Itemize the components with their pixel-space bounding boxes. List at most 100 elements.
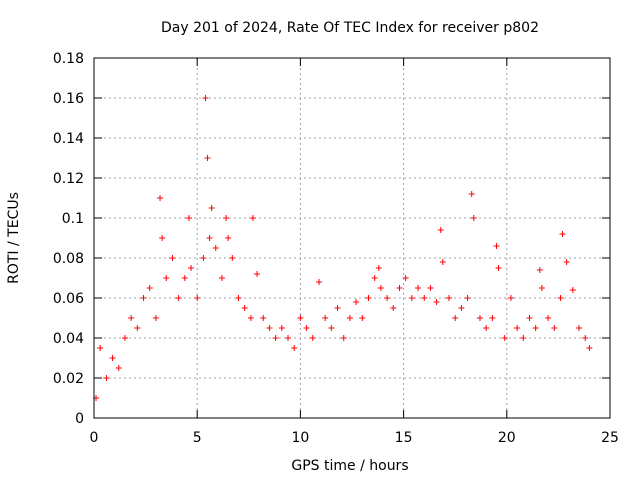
data-point xyxy=(446,295,453,301)
data-point xyxy=(458,305,465,311)
data-point xyxy=(396,285,403,291)
data-point xyxy=(249,215,256,221)
y-tick-label: 0.1 xyxy=(62,211,84,227)
data-point xyxy=(390,305,397,311)
data-point xyxy=(128,315,135,321)
data-point xyxy=(134,325,141,331)
data-point xyxy=(303,325,310,331)
data-point xyxy=(272,335,279,341)
data-point xyxy=(483,325,490,331)
data-point xyxy=(285,335,292,341)
data-point xyxy=(212,245,219,251)
data-point xyxy=(235,295,242,301)
data-point xyxy=(551,325,558,331)
data-point xyxy=(576,325,583,331)
x-axis-label: GPS time / hours xyxy=(291,458,408,474)
data-point xyxy=(563,259,570,265)
data-point xyxy=(437,227,444,233)
data-point xyxy=(278,325,285,331)
data-point xyxy=(109,355,116,361)
data-point xyxy=(260,315,267,321)
data-point xyxy=(202,95,209,101)
data-point xyxy=(514,325,521,331)
data-point xyxy=(328,325,335,331)
data-point xyxy=(586,345,593,351)
data-point xyxy=(415,285,422,291)
y-tick-label: 0.02 xyxy=(53,371,84,387)
x-tick-label: 5 xyxy=(193,430,202,446)
data-point xyxy=(353,299,360,305)
data-point xyxy=(433,299,440,305)
x-tick-label: 0 xyxy=(90,430,99,446)
data-point xyxy=(181,275,188,281)
data-point xyxy=(229,255,236,261)
data-point xyxy=(315,279,322,285)
data-point xyxy=(538,285,545,291)
data-point xyxy=(470,215,477,221)
data-point xyxy=(163,275,170,281)
data-point xyxy=(115,365,122,371)
x-tick-label: 15 xyxy=(395,430,413,446)
data-point xyxy=(495,265,502,271)
data-point xyxy=(194,295,201,301)
grid-lines xyxy=(94,58,610,418)
plot-frame xyxy=(93,57,611,419)
data-point xyxy=(206,235,213,241)
data-point xyxy=(452,315,459,321)
x-tick-label: 20 xyxy=(498,430,516,446)
data-point xyxy=(334,305,341,311)
data-point xyxy=(359,315,366,321)
data-point xyxy=(297,315,304,321)
axis-ticks: 0 0.02 0.04 0.06 0.08 0.1 0.12 0.14 0.16 0.18 0 5 10… xyxy=(53,51,619,446)
data-point xyxy=(254,271,261,277)
data-point xyxy=(309,335,316,341)
y-tick-label: 0.06 xyxy=(53,291,84,307)
data-point xyxy=(377,285,384,291)
data-point xyxy=(247,315,254,321)
data-point xyxy=(476,315,483,321)
y-tick-label: 0.16 xyxy=(53,91,84,107)
data-point xyxy=(468,191,475,197)
data-point xyxy=(507,295,514,301)
data-point xyxy=(520,335,527,341)
data-point xyxy=(384,295,391,301)
data-point xyxy=(121,335,128,341)
data-point xyxy=(225,235,232,241)
x-tick-label: 25 xyxy=(601,430,619,446)
data-point xyxy=(159,235,166,241)
data-point xyxy=(371,275,378,281)
data-point xyxy=(536,267,543,273)
data-point xyxy=(559,231,566,237)
data-point xyxy=(439,259,446,265)
data-point xyxy=(569,287,576,293)
data-point xyxy=(340,335,347,341)
data-point xyxy=(188,265,195,271)
data-point xyxy=(97,345,104,351)
data-point xyxy=(402,275,409,281)
data-point xyxy=(103,375,110,381)
y-tick-label: 0 xyxy=(75,411,84,427)
data-point xyxy=(291,345,298,351)
data-point xyxy=(582,335,589,341)
data-point xyxy=(489,315,496,321)
data-point xyxy=(427,285,434,291)
data-point xyxy=(223,215,230,221)
data-point xyxy=(146,285,153,291)
data-point xyxy=(526,315,533,321)
y-tick-label: 0.12 xyxy=(53,171,84,187)
data-point xyxy=(152,315,159,321)
data-point xyxy=(218,275,225,281)
y-tick-label: 0.14 xyxy=(53,131,84,147)
data-point xyxy=(464,295,471,301)
y-axis-label: ROTI / TECUs xyxy=(6,192,22,284)
data-point xyxy=(204,155,211,161)
chart-title: Day 201 of 2024, Rate Of TEC Index for r… xyxy=(161,20,539,36)
data-point xyxy=(157,195,164,201)
data-point xyxy=(375,265,382,271)
data-point xyxy=(185,215,192,221)
data-point xyxy=(241,305,248,311)
data-point xyxy=(200,255,207,261)
data-point xyxy=(175,295,182,301)
